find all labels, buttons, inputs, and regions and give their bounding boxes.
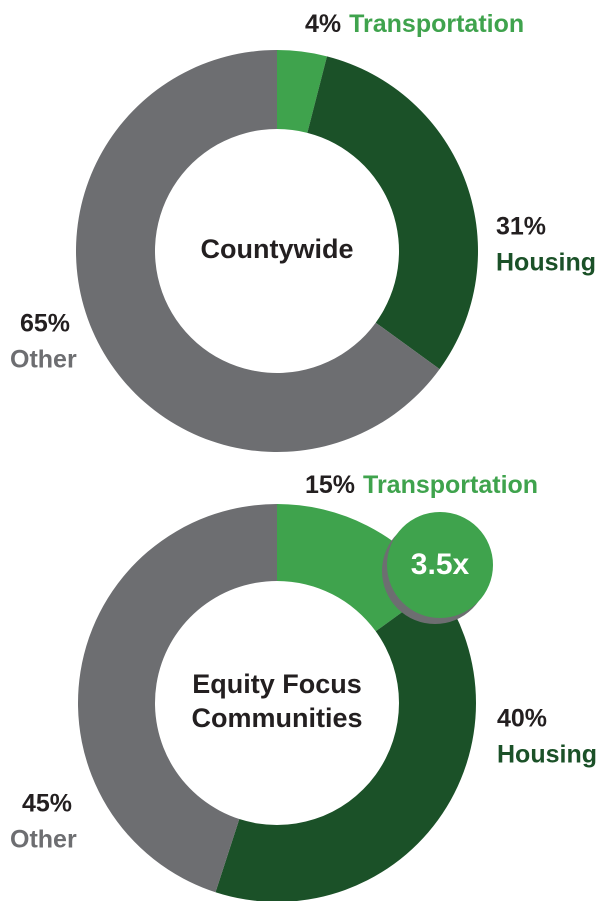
category-label: Transportation	[363, 471, 538, 499]
slice	[75, 50, 440, 453]
badge-label: 3.5x	[411, 548, 470, 581]
center-label: Countywide	[201, 234, 354, 264]
category-label: Transportation	[349, 10, 524, 38]
value-label: 31%	[496, 213, 546, 241]
category-label: Housing	[496, 249, 596, 277]
value-label: 40%	[497, 705, 547, 733]
slice	[215, 586, 476, 901]
category-label: Other	[10, 826, 77, 854]
slice-label: 4% Transportation	[305, 10, 524, 38]
center-label: Equity Focus	[192, 669, 362, 699]
slice	[277, 50, 327, 133]
category-label: Other	[10, 346, 77, 374]
center-label: Communities	[191, 703, 362, 733]
slice	[307, 56, 478, 370]
value-label: 4%	[305, 10, 341, 38]
value-label: 45%	[22, 790, 72, 818]
value-label: 15%	[305, 471, 355, 499]
category-label: Housing	[497, 741, 597, 769]
badge	[387, 512, 493, 618]
value-label: 65%	[20, 310, 70, 338]
slice	[78, 504, 277, 893]
slice-label: 15% Transportation	[305, 471, 538, 499]
